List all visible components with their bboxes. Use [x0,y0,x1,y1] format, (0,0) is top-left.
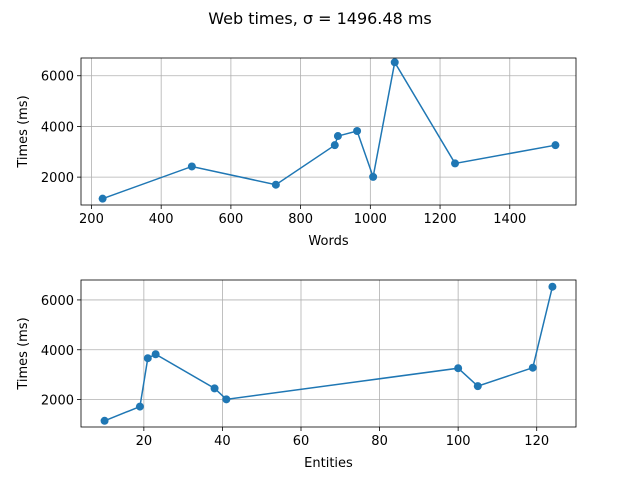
data-point-entities-8 [528,363,537,372]
data-point-entities-0 [100,416,109,425]
x-tick-label-entities-0: 20 [136,434,153,449]
y-tick-label-entities-0: 2000 [41,394,74,409]
data-point-words-1 [187,162,196,171]
subplot-words: 200 400 600 800 1000 1200 1400 2000 4000 6000 Word… [16,57,577,249]
data-point-words-4 [333,132,342,141]
x-tick-label-entities-2: 60 [293,434,310,449]
series-line-entities [104,286,554,422]
x-tick-label-entities-3: 80 [371,434,388,449]
subplot-entities: 20 40 60 80 100 120 2000 4000 6000 Entities Times … [16,279,577,471]
y-tick-label-entities-1: 4000 [41,344,74,359]
series-line-words [102,60,556,200]
x-tick-label-words-5: 1200 [424,212,457,227]
x-tick-label-words-4: 1000 [354,212,387,227]
data-point-words-6 [369,172,378,181]
x-axis-label-entities: Entities [304,456,353,471]
data-point-words-3 [330,141,339,150]
y-tick-label-words-2: 6000 [41,70,74,85]
axes-frame-entities [80,279,577,428]
data-point-words-7 [390,58,399,67]
data-point-entities-4 [210,384,219,393]
x-tick-label-entities-5: 120 [524,434,549,449]
y-axis-label-entities: Times (ms) [16,317,31,390]
x-tick-label-words-0: 200 [79,212,104,227]
x-tick-label-words-1: 400 [149,212,174,227]
y-axis-label-words: Times (ms) [16,95,31,168]
x-tick-label-entities-4: 100 [446,434,471,449]
x-tick-label-words-3: 800 [288,212,313,227]
x-axis-label-words: Words [308,234,348,249]
data-point-words-8 [451,159,460,168]
data-point-entities-2 [143,354,152,363]
data-point-words-9 [551,141,560,150]
data-point-words-0 [98,194,107,203]
figure-title: Web times, σ = 1496.48 ms [208,9,432,28]
x-tick-label-entities-1: 40 [214,434,231,449]
data-point-entities-5 [222,395,231,404]
data-point-entities-7 [473,382,482,391]
y-tick-label-words-1: 4000 [41,120,74,135]
data-point-entities-9 [548,282,557,291]
data-point-words-5 [353,126,362,135]
data-point-entities-6 [454,364,463,373]
data-point-entities-3 [151,350,160,359]
y-tick-label-entities-2: 6000 [41,294,74,309]
data-point-entities-1 [135,402,144,411]
x-tick-label-words-2: 600 [218,212,243,227]
axes-frame-words [80,57,577,206]
x-tick-label-words-6: 1400 [493,212,526,227]
data-point-words-2 [271,180,280,189]
y-tick-label-words-0: 2000 [41,171,74,186]
